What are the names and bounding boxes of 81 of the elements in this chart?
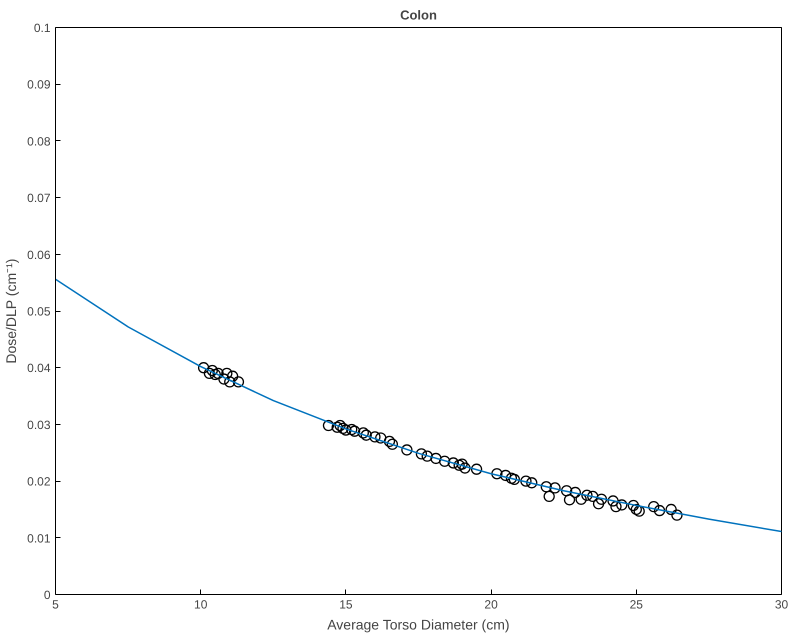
point — [526, 477, 538, 488]
x-tick-label: 25 — [630, 598, 644, 612]
point — [470, 464, 482, 475]
point — [204, 368, 216, 380]
point — [630, 504, 642, 516]
point — [448, 457, 459, 469]
point — [401, 444, 413, 456]
point — [564, 494, 576, 506]
x-tick-label: 10 — [194, 598, 208, 612]
point — [634, 506, 645, 517]
point — [648, 500, 660, 512]
point — [360, 430, 372, 441]
y-tick-label: 0.08 — [27, 134, 51, 148]
point — [358, 427, 369, 439]
point — [666, 504, 677, 516]
point — [581, 490, 593, 501]
point — [596, 494, 608, 505]
y-axis-title: Dose/DLP (cm⁻¹) — [3, 258, 20, 364]
y-tick-label: 0.03 — [27, 418, 51, 432]
point — [221, 368, 232, 380]
point — [348, 426, 360, 437]
point — [416, 448, 428, 460]
y-tick-label: 0.04 — [27, 361, 51, 376]
point — [332, 422, 343, 433]
point — [340, 424, 352, 436]
x-tick-label: 15 — [339, 598, 353, 612]
point — [232, 376, 244, 388]
point — [206, 364, 218, 376]
point — [369, 431, 381, 443]
point — [592, 498, 604, 510]
point — [334, 420, 346, 432]
point — [337, 422, 349, 434]
point — [456, 458, 468, 470]
point — [226, 370, 238, 382]
point — [422, 450, 433, 462]
point — [671, 509, 683, 521]
point — [544, 490, 555, 502]
point — [459, 462, 471, 474]
y-tick-label: 0.02 — [27, 474, 51, 489]
point — [520, 475, 532, 487]
y-tick-label: 0.01 — [27, 531, 51, 546]
point — [322, 420, 334, 432]
point — [607, 495, 619, 507]
point — [610, 500, 622, 512]
x-tick-label: 20 — [484, 598, 498, 612]
y-tick-label: 0 — [44, 588, 51, 602]
point — [386, 438, 398, 450]
point — [346, 424, 358, 436]
point — [616, 499, 628, 511]
x-axis-title: Average Torso Diameter (cm) — [327, 616, 510, 632]
x-tick-label: 30 — [774, 598, 788, 612]
point — [500, 470, 512, 482]
point — [540, 481, 552, 492]
point — [491, 468, 503, 480]
point — [628, 500, 640, 512]
point — [210, 368, 221, 380]
x-tick-label: 5 — [52, 598, 60, 612]
point — [375, 432, 386, 444]
y-tick-label: 0.1 — [34, 21, 51, 35]
y-tick-label: 0.05 — [27, 304, 51, 318]
line-series — [56, 278, 782, 532]
y-tick-label: 0.07 — [27, 191, 51, 206]
point — [218, 373, 230, 385]
point — [384, 436, 396, 448]
point — [430, 452, 442, 464]
chart-title: Colon — [400, 8, 437, 22]
point — [575, 494, 587, 505]
y-tick-label: 0.06 — [27, 248, 51, 262]
point — [212, 368, 224, 380]
point — [454, 460, 465, 471]
point — [224, 376, 236, 388]
point — [654, 504, 666, 516]
point — [549, 482, 561, 494]
y-tick-label: 0.09 — [27, 78, 51, 92]
point — [587, 490, 598, 502]
point — [560, 485, 572, 496]
point — [570, 486, 581, 498]
point — [508, 474, 520, 486]
point — [198, 362, 210, 374]
point — [506, 472, 518, 484]
point — [438, 456, 450, 467]
